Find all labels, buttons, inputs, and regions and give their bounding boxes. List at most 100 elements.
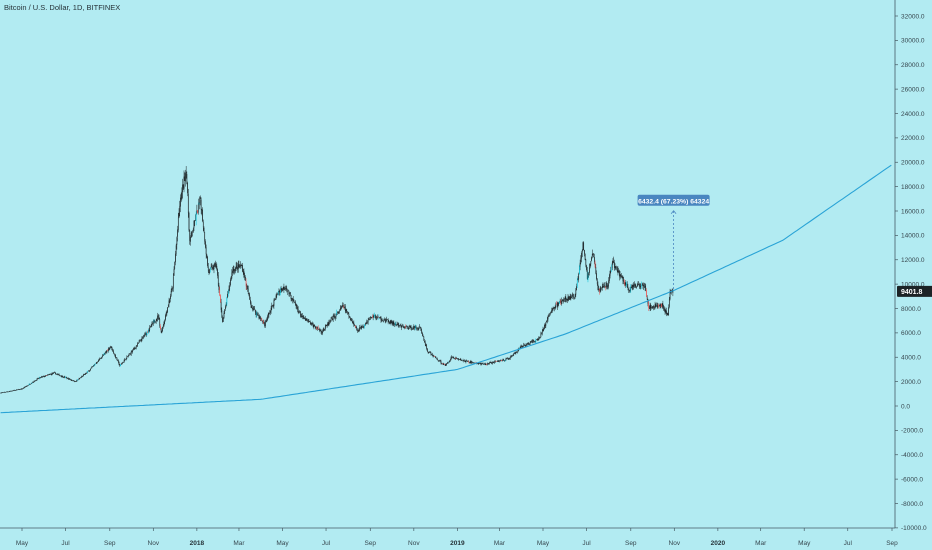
candle-body (649, 304, 651, 309)
candle-body (652, 306, 654, 308)
candle-body (100, 358, 101, 360)
candle-body (237, 267, 238, 270)
candle-body (312, 324, 314, 328)
candle-body (473, 362, 475, 364)
candle-body (626, 284, 628, 287)
candle-body (45, 375, 47, 376)
candle-body (466, 360, 467, 362)
candle-body (232, 269, 234, 271)
candle-body (177, 217, 179, 231)
candle-body (417, 328, 418, 329)
candle-body (505, 359, 507, 361)
price-axis[interactable]: 32000.0 30000.0 28000.0 26000.0 24000.0 22000… (894, 0, 927, 532)
candle-body (634, 284, 635, 285)
candle-body (169, 299, 171, 301)
candle-body (533, 340, 535, 342)
candle-body (80, 377, 82, 378)
time-axis-label: May (16, 540, 29, 547)
candle-body (218, 285, 220, 291)
candle-body (317, 326, 318, 329)
candle-body (135, 348, 136, 349)
candle-body (189, 229, 191, 241)
candle-body (456, 358, 457, 359)
candle-body (253, 308, 255, 310)
candle-body (462, 360, 463, 362)
candle-body (37, 378, 39, 379)
candle-body (613, 260, 615, 263)
candle-body (612, 261, 614, 264)
candle-body (28, 384, 30, 385)
candle-body (611, 268, 612, 270)
candle-body (25, 386, 26, 388)
candle-body (506, 358, 507, 360)
candle-body (524, 344, 525, 346)
candle-body (379, 317, 380, 318)
candle-body (282, 288, 283, 291)
candle-body (220, 295, 221, 302)
candle-body (302, 315, 304, 317)
time-axis-label: Sep (364, 540, 376, 547)
candle-body (272, 305, 273, 306)
candle-body (499, 360, 501, 362)
candle-body (140, 340, 141, 342)
candle-body (287, 290, 289, 291)
candle-body (271, 305, 273, 309)
candle-body (286, 288, 288, 292)
candle-body (656, 305, 658, 307)
candle-body (287, 290, 288, 292)
candle-body (8, 391, 9, 393)
candle-body (546, 319, 548, 321)
candle-body (421, 330, 423, 334)
candle-body (626, 283, 627, 286)
candle-body (230, 279, 231, 286)
candle-body (40, 377, 41, 378)
candle-body (521, 345, 523, 347)
candle-body (228, 288, 230, 291)
candle-body (564, 297, 566, 300)
candle-body (364, 324, 365, 327)
candle-body (660, 303, 662, 306)
candle-body (294, 301, 295, 303)
candle-body (343, 306, 345, 308)
candle-body (224, 309, 226, 314)
candle-body (668, 307, 669, 315)
candle-body (277, 292, 279, 294)
candle-body (379, 316, 381, 318)
candle-body (18, 389, 19, 390)
candle-body (615, 266, 617, 268)
candle-body (205, 241, 206, 248)
price-axis-label: 4000.0 (901, 355, 921, 362)
candle-body (447, 361, 449, 364)
price-axis-label: 30000.0 (901, 38, 925, 45)
candle-body (452, 357, 454, 358)
candle-body (360, 325, 362, 329)
candle-body (415, 326, 417, 329)
candle-body (517, 349, 519, 352)
candle-body (250, 299, 251, 304)
candle-body (411, 328, 413, 330)
candle-body (640, 286, 642, 287)
candle-body (110, 346, 112, 348)
candle-body (550, 312, 552, 314)
candle-body (237, 264, 239, 270)
candle-body (162, 324, 164, 327)
candle-body (227, 290, 229, 295)
candle-body (314, 326, 316, 329)
candle-body (239, 266, 241, 268)
candle-body (352, 322, 354, 324)
candle-body (647, 299, 649, 304)
candle-body (212, 266, 213, 270)
candle-body (133, 348, 135, 350)
candle-body (663, 305, 664, 310)
candle-body (506, 357, 508, 359)
candle-body (586, 270, 588, 280)
candle-body (422, 333, 423, 336)
candle-body (55, 373, 57, 375)
price-axis-label: -8000.0 (901, 501, 923, 508)
candle-body (145, 333, 147, 335)
time-axis[interactable]: May Jul Sep Nov 2018 Mar May Jul Sep Nov 2019 Mar Ma… (0, 527, 898, 547)
time-axis-label: Jul (322, 540, 331, 547)
price-axis-label: -6000.0 (901, 476, 923, 483)
candle-body (419, 326, 421, 328)
